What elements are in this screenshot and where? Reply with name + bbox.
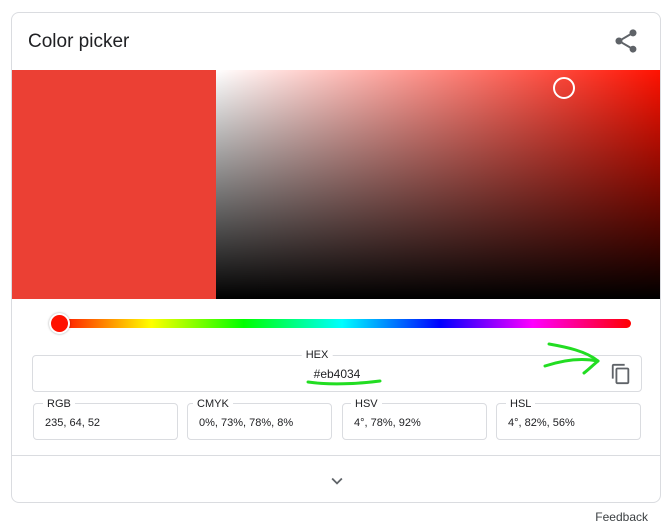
color-preview-swatch: [12, 70, 216, 299]
hsv-input[interactable]: [354, 415, 484, 431]
saturation-value-handle[interactable]: [552, 77, 575, 100]
expand-button[interactable]: [326, 470, 348, 492]
footer-divider: [12, 455, 660, 456]
hsl-label: HSL: [506, 397, 536, 411]
feedback-link[interactable]: Feedback: [595, 510, 648, 524]
hsl-input[interactable]: [508, 415, 638, 431]
card-title: Color picker: [28, 31, 130, 52]
share-button[interactable]: [612, 27, 640, 55]
hue-slider[interactable]: [53, 319, 631, 328]
hue-slider-handle[interactable]: [49, 313, 71, 334]
saturation-value-picker[interactable]: [216, 70, 660, 299]
copy-icon: [611, 363, 630, 385]
value-gradient: [216, 70, 660, 299]
hsv-label: HSV: [351, 397, 382, 411]
rgb-input[interactable]: [45, 415, 175, 431]
share-icon: [615, 29, 637, 53]
cmyk-label: CMYK: [193, 397, 233, 411]
color-picker-card: Color picker HEX RGB CMYK HSV HSL: [11, 12, 661, 503]
copy-button[interactable]: [610, 363, 632, 385]
chevron-down-icon: [331, 477, 343, 485]
card-header: Color picker: [12, 13, 660, 70]
hex-label: HEX: [301, 348, 333, 362]
cmyk-input[interactable]: [199, 415, 329, 431]
rgb-label: RGB: [43, 397, 75, 411]
hex-input[interactable]: [212, 365, 462, 383]
